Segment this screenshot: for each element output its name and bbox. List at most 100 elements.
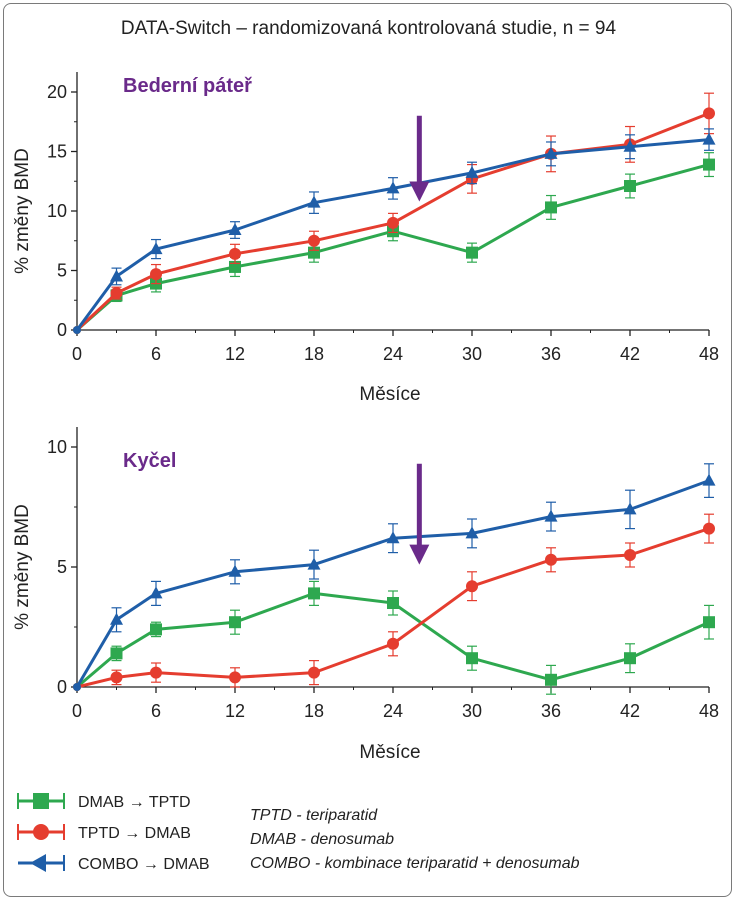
y-tick-label: 0 <box>57 677 67 697</box>
data-point <box>466 580 478 593</box>
data-point <box>387 637 399 650</box>
y-tick-label: 0 <box>57 320 67 340</box>
data-point <box>465 526 479 539</box>
note-line: DMAB - denosumab <box>250 831 394 848</box>
data-point <box>307 557 321 570</box>
data-point <box>703 616 715 629</box>
series-tptd_dmab <box>73 92 715 334</box>
y-axis-label: % změny BMD <box>12 504 33 630</box>
data-point <box>466 652 478 665</box>
y-tick-label: 20 <box>47 82 67 102</box>
x-tick-label: 6 <box>151 701 161 721</box>
data-point <box>150 268 162 281</box>
data-point <box>229 247 241 260</box>
x-tick-label: 42 <box>620 344 640 364</box>
data-point <box>110 287 123 300</box>
series-combo_dmab <box>73 463 716 691</box>
series-combo_dmab <box>73 128 716 334</box>
data-point <box>229 616 241 629</box>
figure-title: DATA-Switch – randomizovaná kontrolovaná… <box>120 18 617 39</box>
data-point <box>150 666 162 679</box>
data-point <box>466 246 478 259</box>
x-axis-label: Měsíce <box>359 384 420 405</box>
abbreviation-notes: TPTD - teriparatid DMAB - denosumab COMBO … <box>250 807 580 872</box>
data-point <box>386 181 400 194</box>
data-point <box>149 242 163 255</box>
lumbar-spine-chart: 0 5 10 15 20 0 6 12 18 24 30 36 42 48 Měsíce % změny BM… <box>12 72 719 405</box>
legend-label: DMAB → TPTD <box>78 794 191 811</box>
y-tick-label: 10 <box>47 437 67 457</box>
data-point <box>308 666 320 679</box>
legend-marker <box>33 824 49 840</box>
legend-item-tptd_dmab: TPTD → DMAB <box>17 824 191 842</box>
data-point <box>110 269 123 282</box>
data-point <box>703 107 715 120</box>
data-point <box>386 531 400 544</box>
data-point <box>545 201 557 214</box>
data-point <box>624 180 636 193</box>
legend-label: COMBO → DMAB <box>78 856 210 873</box>
legend-marker <box>30 854 46 872</box>
switch-arrow-head <box>409 181 430 202</box>
data-point <box>308 246 320 259</box>
panel-title: Bederní páteř <box>123 75 252 97</box>
data-point <box>703 522 715 535</box>
data-point <box>110 647 123 660</box>
data-point-origin <box>73 326 81 334</box>
x-tick-label: 48 <box>699 701 719 721</box>
data-point <box>308 234 320 247</box>
y-tick-label: 15 <box>47 142 67 162</box>
legend-label: TPTD → DMAB <box>78 825 191 842</box>
y-tick-label: 5 <box>57 261 67 281</box>
data-point <box>150 623 162 636</box>
data-point <box>465 165 479 178</box>
note-line: TPTD - teriparatid <box>250 807 378 824</box>
series-dmab_tptd <box>73 152 715 334</box>
x-tick-label: 30 <box>462 344 482 364</box>
note-line: COMBO - kombinace teriparatid + denosuma… <box>250 855 580 872</box>
data-point <box>544 509 558 522</box>
x-tick-label: 24 <box>383 344 403 364</box>
x-tick-label: 0 <box>72 701 82 721</box>
x-tick-label: 0 <box>72 344 82 364</box>
series-line <box>76 163 710 332</box>
data-point <box>110 671 123 684</box>
data-point <box>545 553 557 566</box>
series-line <box>76 591 710 689</box>
data-point <box>624 549 636 561</box>
hip-chart: 0 5 10 0 6 12 18 24 30 36 42 48 Měsíce % změny BMD Kyč… <box>12 427 719 763</box>
data-point <box>623 139 637 152</box>
panel-title: Kyčel <box>123 450 176 472</box>
x-tick-label: 36 <box>541 344 561 364</box>
x-tick-label: 18 <box>304 344 324 364</box>
series-line <box>76 527 710 689</box>
data-point-origin <box>73 683 81 691</box>
data-point <box>307 195 321 208</box>
data-point <box>228 223 242 236</box>
y-axis-label: % změny BMD <box>12 148 33 274</box>
data-point <box>387 597 399 609</box>
x-tick-label: 30 <box>462 701 482 721</box>
series-line <box>75 479 710 688</box>
data-point <box>228 564 242 577</box>
data-point <box>703 158 715 171</box>
series-line <box>75 138 710 331</box>
data-point <box>624 652 636 665</box>
data-point <box>702 132 716 145</box>
x-tick-label: 36 <box>541 701 561 721</box>
data-point <box>229 671 241 684</box>
x-axis-label: Měsíce <box>359 742 420 763</box>
x-tick-label: 42 <box>620 701 640 721</box>
switch-arrow-head <box>409 544 430 565</box>
data-point <box>110 612 123 625</box>
x-tick-label: 6 <box>151 344 161 364</box>
x-tick-label: 24 <box>383 701 403 721</box>
figure-frame <box>3 3 732 897</box>
x-tick-label: 12 <box>225 344 245 364</box>
x-tick-label: 18 <box>304 701 324 721</box>
data-point <box>623 502 637 515</box>
data-point <box>702 473 716 486</box>
y-tick-label: 10 <box>47 201 67 221</box>
x-tick-label: 12 <box>225 701 245 721</box>
